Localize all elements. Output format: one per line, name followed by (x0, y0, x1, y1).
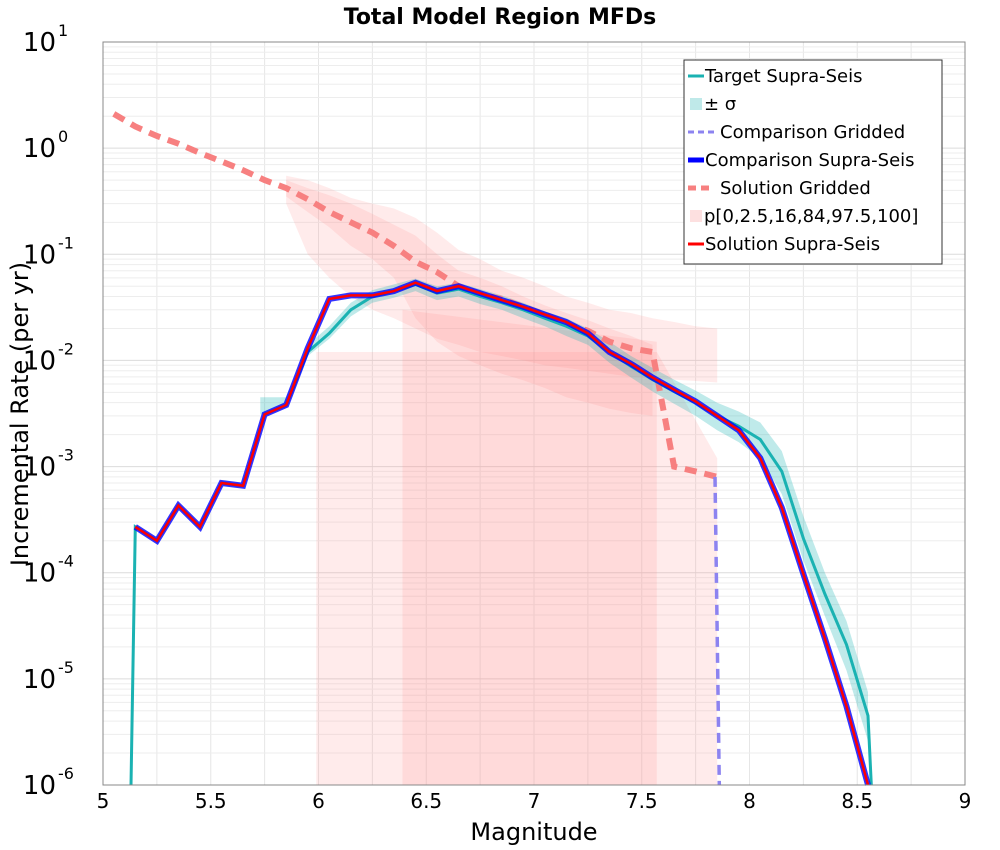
x-tick-label: 8 (743, 789, 756, 813)
y-tick-base: 10 (23, 665, 56, 695)
solution-supra-seis-line (134, 281, 870, 786)
y-tick-exponent: -4 (58, 552, 74, 571)
legend-box (683, 59, 943, 265)
percentile-band-4 (402, 309, 657, 785)
x-tick-label: 7.5 (626, 789, 658, 813)
y-tick-label: 10 -5 (23, 658, 74, 695)
legend-item: Solution Supra-Seis (688, 234, 880, 255)
solution-gridded-line (112, 111, 718, 480)
x-tick-label: 5.5 (195, 789, 227, 813)
x-tick-label: 5 (97, 789, 110, 813)
y-tick-base: 10 (23, 28, 56, 58)
legend: Target Supra-Seis ± σ Comparison Gridded Co… (683, 59, 943, 265)
percentile-band-2 (286, 180, 653, 416)
y-tick-label: 10 0 (23, 127, 68, 164)
y-tick-exponent: -2 (58, 339, 74, 358)
y-tick-exponent: -1 (58, 233, 74, 252)
y-tick-label: 10 -2 (23, 339, 74, 376)
x-tick-label: 6.5 (410, 789, 442, 813)
x-tick-label: 9 (959, 789, 972, 813)
y-tick-label: 10 -3 (23, 446, 74, 483)
y-tick-base: 10 (23, 453, 56, 483)
legend-label: Solution Gridded (720, 178, 871, 199)
x-tick-label: 7 (528, 789, 541, 813)
x-axis-ticks: 5 5.5 6 6.5 7 7.5 8 8.5 9 (97, 789, 972, 813)
x-axis-label: Magnitude (470, 818, 597, 846)
y-axis-label: Incremental Rate (per yr) (6, 262, 34, 566)
percentile-band-3 (316, 352, 718, 785)
y-tick-label: 10 1 (23, 21, 68, 58)
series-lines (112, 111, 873, 786)
legend-item: Solution Gridded (688, 178, 871, 199)
y-tick-base: 10 (23, 134, 56, 164)
y-tick-label: 10 -6 (23, 764, 74, 801)
y-tick-label: 10 -4 (23, 552, 74, 589)
legend-label: Comparison Supra-Seis (705, 150, 915, 171)
legend-item: p[0,2.5,16,84,97.5,100] (690, 206, 918, 227)
legend-item: Comparison Supra-Seis (688, 150, 915, 171)
legend-label: ± σ (704, 94, 736, 115)
comparison-gridded-line (713, 476, 722, 786)
legend-item: ± σ (690, 94, 736, 115)
legend-item: Comparison Gridded (688, 122, 905, 143)
legend-item: Target Supra-Seis (688, 66, 862, 87)
y-tick-label: 10 -1 (23, 233, 74, 270)
grid (102, 42, 966, 786)
y-tick-exponent: -6 (58, 764, 74, 783)
legend-swatch (690, 210, 702, 222)
percentile-bands (286, 175, 718, 785)
legend-label: p[0,2.5,16,84,97.5,100] (704, 206, 918, 227)
legend-label: Target Supra-Seis (704, 66, 862, 87)
y-tick-base: 10 (23, 240, 56, 270)
legend-label: Comparison Gridded (720, 122, 905, 143)
y-tick-exponent: 0 (58, 127, 68, 146)
percentile-band-1 (286, 175, 718, 383)
y-tick-exponent: -3 (58, 446, 74, 465)
y-tick-exponent: 1 (58, 21, 68, 40)
y-tick-base: 10 (23, 771, 56, 801)
x-tick-label: 6 (312, 789, 325, 813)
y-tick-base: 10 (23, 346, 56, 376)
chart-title: Total Model Region MFDs (344, 5, 657, 30)
x-tick-label: 8.5 (841, 789, 873, 813)
y-tick-base: 10 (23, 559, 56, 589)
legend-swatch (690, 98, 702, 110)
y-tick-exponent: -5 (58, 658, 74, 677)
legend-label: Solution Supra-Seis (705, 234, 880, 255)
plot-frame (102, 41, 966, 786)
